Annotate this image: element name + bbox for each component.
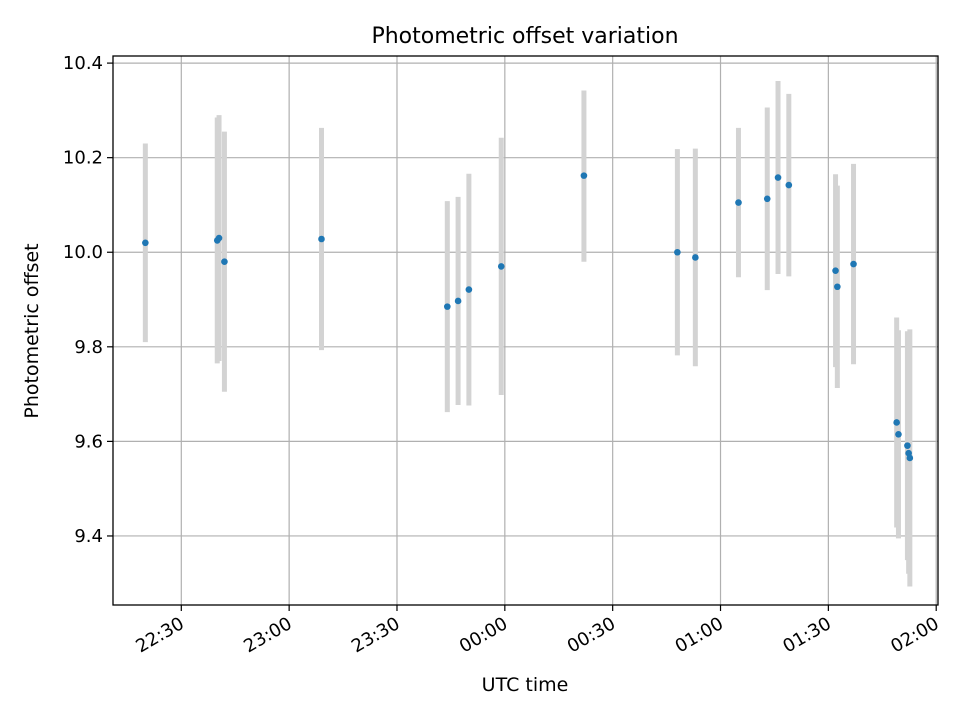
data-point bbox=[763, 195, 771, 203]
y-axis-label: Photometric offset bbox=[21, 243, 43, 418]
error-bars bbox=[142, 81, 913, 587]
data-point bbox=[832, 267, 839, 274]
data-point bbox=[580, 172, 588, 179]
y-tick-label: 9.8 bbox=[74, 337, 103, 358]
data-point bbox=[142, 239, 149, 247]
x-tick-label: 00:30 bbox=[564, 613, 619, 657]
x-tick-label: 01:30 bbox=[779, 613, 834, 657]
data-point bbox=[318, 235, 325, 243]
y-tick-label: 9.4 bbox=[74, 526, 103, 547]
x-tick-label: 00:00 bbox=[456, 613, 511, 657]
data-point bbox=[454, 297, 462, 305]
x-tick-label: 01:00 bbox=[672, 613, 727, 657]
y-tick-label: 10.4 bbox=[63, 53, 103, 74]
data-point bbox=[497, 263, 505, 270]
y-axis-ticks: 9.4 9.6 9.8 10.0 10.2 10.4 bbox=[63, 53, 113, 547]
data-point bbox=[895, 430, 902, 438]
data-point bbox=[444, 303, 451, 310]
data-point bbox=[221, 258, 228, 265]
data-point bbox=[904, 442, 911, 449]
x-axis-label: UTC time bbox=[482, 674, 569, 696]
x-tick-label: 23:00 bbox=[240, 613, 295, 657]
data-point bbox=[674, 248, 681, 256]
data-point bbox=[785, 181, 793, 189]
y-tick-label: 10.2 bbox=[63, 148, 103, 169]
data-point bbox=[893, 419, 900, 426]
grid-lines bbox=[113, 56, 938, 605]
x-tick-label: 02:00 bbox=[887, 613, 942, 657]
data-point bbox=[906, 454, 914, 462]
data-point bbox=[774, 174, 782, 181]
data-point bbox=[834, 283, 841, 291]
data-point bbox=[735, 199, 742, 206]
x-tick-label: 23:30 bbox=[348, 613, 403, 657]
y-tick-label: 9.6 bbox=[74, 431, 103, 452]
plot-frame bbox=[112, 55, 939, 606]
x-tick-label: 22:30 bbox=[132, 613, 187, 657]
y-tick-label: 10.0 bbox=[63, 242, 103, 263]
x-axis-ticks: 22:30 23:00 23:30 00:00 00:30 01:00 01:30 02:00 bbox=[132, 605, 943, 657]
chart-title: Photometric offset variation bbox=[371, 24, 678, 49]
data-points bbox=[142, 172, 914, 462]
data-point bbox=[692, 254, 699, 261]
data-point bbox=[465, 286, 473, 293]
data-point bbox=[850, 260, 857, 268]
data-point bbox=[215, 234, 223, 242]
